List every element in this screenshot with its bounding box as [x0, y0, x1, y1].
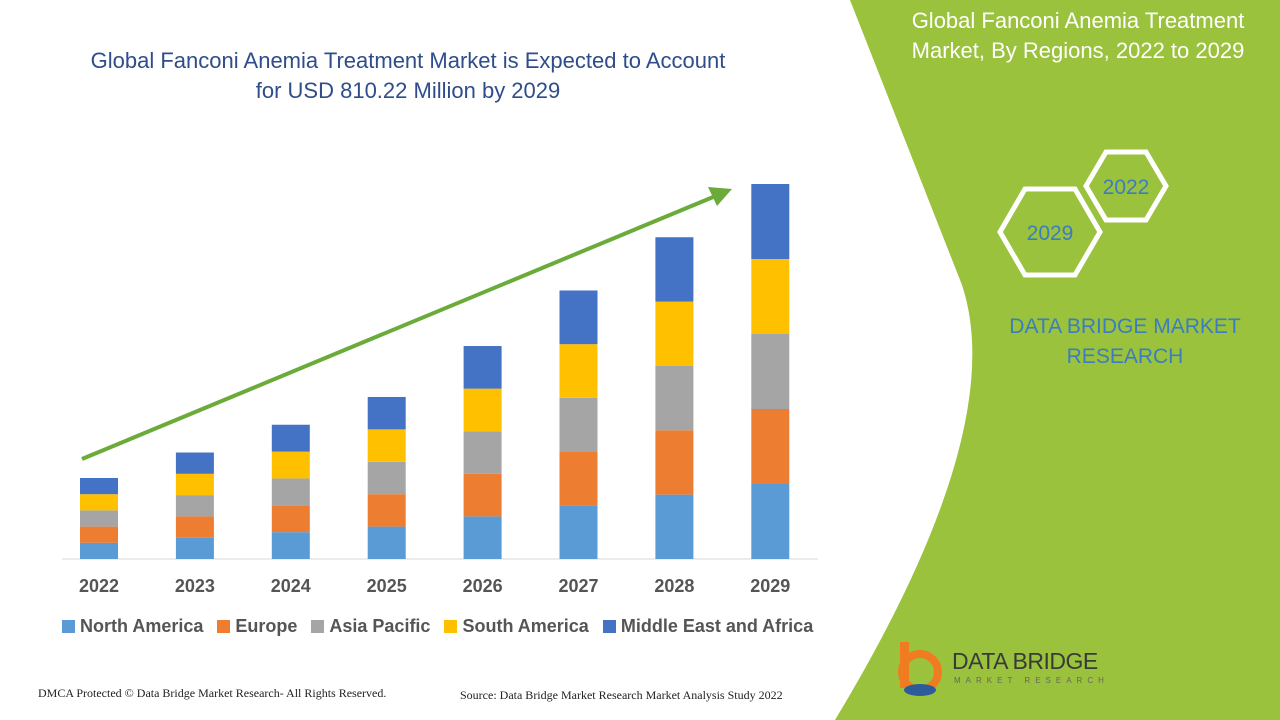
legend-swatch	[444, 620, 458, 633]
hexagon	[1083, 149, 1169, 223]
bar-segment	[271, 532, 310, 559]
bar-segment	[271, 451, 310, 479]
legend-label: North America	[80, 616, 204, 636]
bar-segment	[463, 473, 502, 517]
x-tick-label: 2028	[654, 576, 694, 596]
legend-label: Europe	[235, 616, 298, 636]
bar-segment	[463, 346, 502, 389]
x-tick-label: 2026	[463, 576, 503, 596]
hexagon-label: 2029	[1027, 222, 1074, 245]
chart-title: Global Fanconi Anemia Treatment Market i…	[90, 48, 726, 103]
bar-segment	[367, 494, 406, 527]
trend-arrow	[81, 193, 719, 461]
legend-label: Asia Pacific	[329, 616, 431, 636]
bar-segment	[271, 505, 310, 533]
logo-base	[904, 684, 936, 696]
bar-segment	[271, 424, 310, 452]
logo-tagline: MARKET RESEARCH	[954, 676, 1109, 685]
bar-segment	[271, 478, 310, 506]
source-note: Source: Data Bridge Market Research Mark…	[460, 688, 783, 702]
bar-segment	[751, 259, 790, 334]
arrow-head	[708, 187, 732, 206]
x-tick-label: 2023	[175, 576, 215, 596]
hexagon-label: 2022	[1103, 176, 1150, 199]
legend-swatch	[311, 620, 325, 633]
bar-segment	[559, 451, 598, 506]
legend-item: Europe	[217, 616, 297, 637]
brand: DATA BRIDGE MARKET RESEARCH	[1009, 315, 1241, 368]
bar-segment	[463, 431, 502, 474]
x-tick-label: 2029	[750, 576, 790, 596]
bar-segment	[751, 184, 790, 259]
legend-item: Middle East and Africa	[602, 616, 814, 637]
bar-segment	[367, 461, 406, 495]
bar-segment	[175, 516, 214, 538]
bar-segment	[655, 237, 694, 302]
bar-segment	[367, 526, 406, 559]
hexagon	[997, 186, 1103, 278]
x-tick-label: 2022	[79, 576, 119, 596]
legend-item: Asia Pacific	[311, 616, 430, 637]
x-tick-label: 2027	[558, 576, 598, 596]
bar-segment	[80, 477, 118, 495]
legend-label: South America	[462, 616, 589, 636]
bar-segment	[80, 526, 118, 543]
bar-segment	[463, 388, 502, 432]
side-title: Global Fanconi Anemia Treatment Market, …	[911, 8, 1245, 63]
bar-segment	[655, 430, 694, 495]
legend-item: South America	[444, 616, 589, 637]
bar-segment	[175, 537, 214, 559]
bar-segment	[175, 473, 214, 496]
legend-swatch	[602, 620, 616, 633]
bar-segment	[175, 452, 214, 474]
bar-segment	[559, 505, 598, 559]
bar-segment	[751, 484, 790, 559]
legend: North America Europe Asia Pacific South Ame…	[62, 616, 813, 637]
logo-name: DATA BRIDGE	[952, 648, 1098, 674]
bars	[80, 184, 790, 559]
x-tick-label: 2024	[271, 576, 311, 596]
bar-segment	[751, 334, 790, 409]
footer-note: DMCA Protected © Data Bridge Market Rese…	[38, 686, 387, 700]
logo-icon	[898, 642, 942, 696]
bar-segment	[463, 516, 502, 559]
bar-segment	[655, 494, 694, 559]
bar-segment	[559, 397, 598, 452]
legend-swatch	[62, 620, 75, 633]
legend-swatch	[217, 620, 231, 633]
legend-item: North America	[62, 616, 203, 637]
legend-label: Middle East and Africa	[620, 616, 814, 636]
x-tick-label: 2025	[367, 576, 407, 596]
bar-segment	[80, 542, 118, 559]
bar-segment	[367, 429, 406, 462]
bar-segment	[655, 301, 694, 366]
bar-segment	[367, 396, 406, 430]
side-panel	[835, 0, 1280, 720]
bar-segment	[175, 495, 214, 517]
bar-segment	[655, 365, 694, 431]
bar-segment	[559, 290, 598, 345]
bar-segment	[80, 494, 118, 511]
bar-segment	[80, 510, 118, 527]
bar-segment	[559, 344, 598, 398]
bar-segment	[751, 409, 790, 484]
